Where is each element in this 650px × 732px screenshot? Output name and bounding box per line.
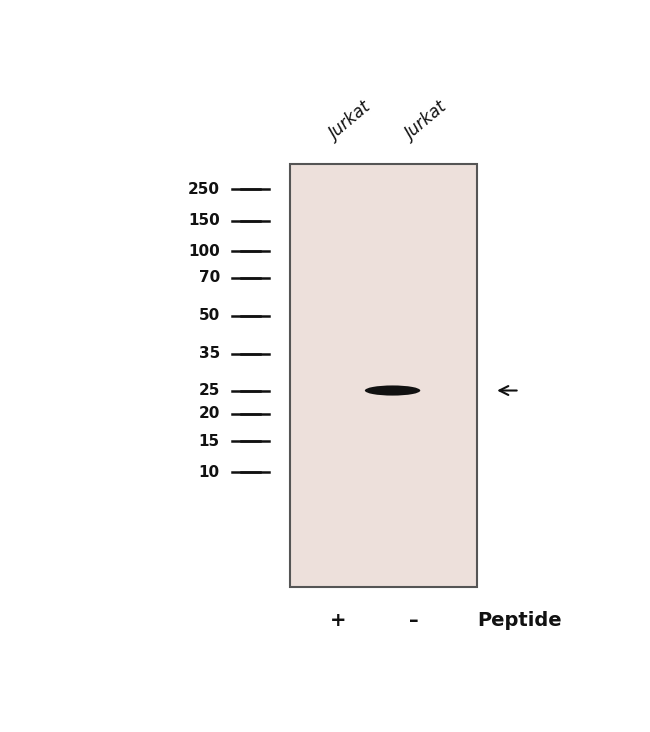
Text: Peptide: Peptide xyxy=(477,611,562,630)
Text: 100: 100 xyxy=(188,244,220,259)
Text: +: + xyxy=(330,611,346,630)
Text: 15: 15 xyxy=(199,434,220,449)
Text: 50: 50 xyxy=(198,308,220,323)
Text: 20: 20 xyxy=(198,406,220,421)
Text: Jurkat: Jurkat xyxy=(402,99,451,144)
Text: 10: 10 xyxy=(199,465,220,479)
Ellipse shape xyxy=(365,386,421,395)
Bar xyxy=(291,164,476,586)
Text: 250: 250 xyxy=(188,182,220,197)
Text: Jurkat: Jurkat xyxy=(326,99,376,144)
Text: 150: 150 xyxy=(188,213,220,228)
Text: 25: 25 xyxy=(198,383,220,398)
Text: 35: 35 xyxy=(198,346,220,362)
Text: –: – xyxy=(409,611,419,630)
Text: 70: 70 xyxy=(198,270,220,285)
